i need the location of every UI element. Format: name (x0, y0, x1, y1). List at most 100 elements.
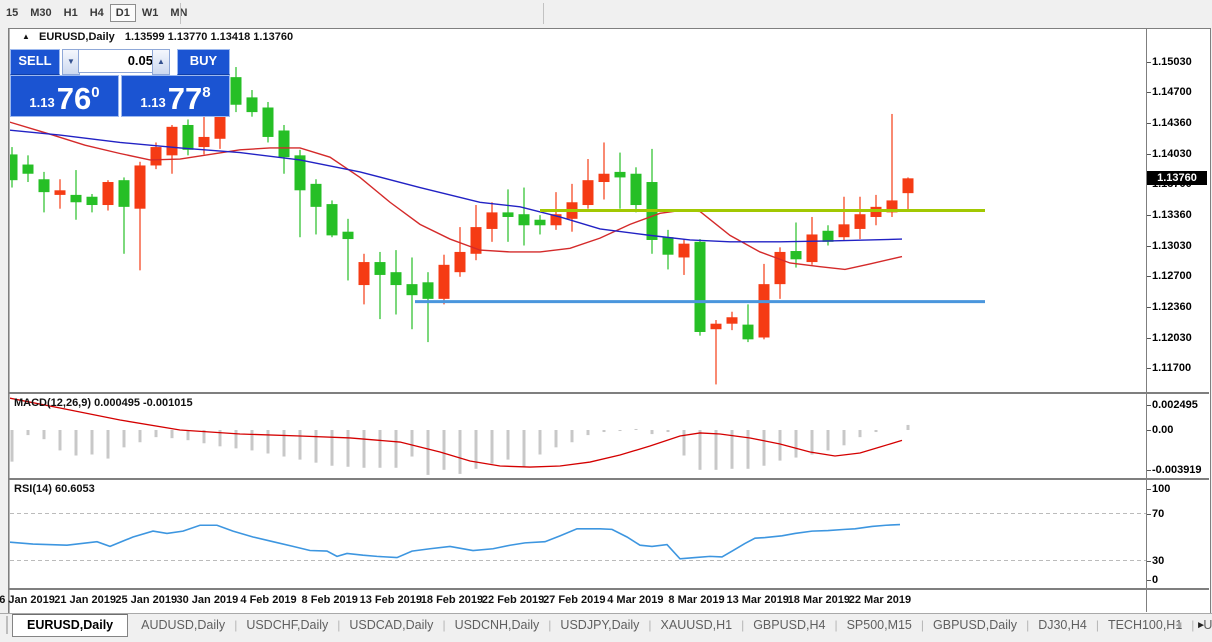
chart-tab-ui[interactable]: UI (1203, 618, 1212, 632)
candle-body (134, 165, 146, 209)
axis-tick (1147, 367, 1151, 369)
macd-plot (10, 397, 910, 475)
candle-body (678, 243, 690, 258)
arrow-down-icon: ▼ (67, 57, 75, 66)
date-label: 13 Feb 2019 (359, 594, 423, 606)
timeframe-toolbar: 15 M30 H1 H4 D1 W1 MN (0, 0, 1212, 27)
volume-increase-button[interactable]: ▲ (152, 49, 170, 75)
macd-pane-separator[interactable] (8, 392, 1209, 394)
toolbar-separator (543, 3, 544, 24)
volume-decrease-button[interactable]: ▼ (62, 49, 80, 75)
rsi-axis-label: 100 (1152, 483, 1171, 495)
candle-body (54, 190, 66, 195)
price-axis-label: 1.13360 (1152, 209, 1192, 222)
timeframe-button-w1[interactable]: W1 (141, 7, 159, 19)
candle-body (150, 147, 162, 166)
chart-tab-gbpusd-daily[interactable]: GBPUSD,Daily (933, 618, 1018, 632)
chart-tab-audusd-daily[interactable]: AUDUSD,Daily (141, 618, 226, 632)
axis-tick (1147, 489, 1151, 490)
candle-body (102, 182, 114, 206)
timeframe-button-h4[interactable]: H4 (89, 7, 104, 19)
candle-body (806, 234, 818, 263)
date-axis-separator (8, 588, 1209, 590)
candle-body (342, 231, 354, 240)
chart-symbol-label: EURUSD,Daily (38, 31, 115, 43)
candle-body (326, 204, 338, 236)
candle-body (774, 251, 786, 285)
candle-body (390, 272, 402, 286)
timeframe-button-d1[interactable]: D1 (109, 4, 136, 22)
price-axis-label: 1.15030 (1152, 55, 1192, 68)
rsi-pane-separator[interactable] (8, 478, 1209, 480)
tab-separator: | (741, 618, 745, 632)
sell-price-button[interactable]: 1.13 76 0 (10, 75, 119, 117)
timeframe-button-15[interactable]: 15 (6, 7, 19, 19)
chart-title: ▲ EURUSD,Daily 1.13599 1.13770 1.13418 1… (22, 31, 293, 43)
chart-ohlc-values: 1.13599 1.13770 1.13418 1.13760 (124, 31, 294, 43)
sell-price-prefix: 1.13 (29, 95, 55, 110)
toolbar-separator (180, 3, 181, 24)
candle-body (10, 154, 18, 181)
candle-body (182, 124, 194, 150)
date-label: 21 Jan 2019 (54, 594, 117, 606)
macd-axis-label: -0.003919 (1152, 464, 1202, 476)
candle-body (422, 282, 434, 299)
chart-tab-gbpusd-h4[interactable]: GBPUSD,H4 (753, 618, 826, 632)
rsi-plot (10, 513, 1146, 561)
timeframe-button-mn[interactable]: MN (170, 7, 188, 19)
arrow-up-icon: ▲ (157, 57, 165, 66)
chart-tab-dj30-h4[interactable]: DJ30,H4 (1038, 618, 1087, 632)
collapse-arrow-icon[interactable]: ▲ (22, 32, 30, 41)
candle-body (454, 251, 466, 273)
candle-body (630, 173, 642, 206)
chart-tab-sp500-m15[interactable]: SP500,M15 (846, 618, 912, 632)
chart-tab-eurusd-daily[interactable]: EURUSD,Daily (12, 614, 129, 637)
candlestick-plot (10, 67, 985, 385)
tabbar-edge (6, 616, 8, 634)
axis-tick (1147, 123, 1151, 125)
date-label: 18 Mar 2019 (787, 594, 851, 606)
chart-tab-tech100-h1[interactable]: TECH100,H1 (1107, 618, 1183, 632)
chart-tab-xauusd-h1[interactable]: XAUUSD,H1 (660, 618, 733, 632)
candle-body (790, 251, 802, 260)
candle-body (822, 230, 834, 242)
candle-body (22, 164, 34, 174)
axis-tick (1147, 245, 1151, 247)
tab-scroll-right-icon[interactable]: ► (1196, 620, 1206, 631)
candle-body (118, 180, 130, 207)
chart-tab-usdjpy-daily[interactable]: USDJPY,Daily (560, 618, 640, 632)
rsi-axis-label: 70 (1152, 507, 1165, 520)
sell-button[interactable]: SELL (10, 49, 60, 75)
candle-body (486, 212, 498, 229)
candle-body (230, 77, 242, 105)
tab-scroll-left-icon[interactable]: ◄ (1173, 620, 1184, 631)
price-axis-label: 1.14360 (1152, 117, 1192, 130)
chart-tab-usdchf-daily[interactable]: USDCHF,Daily (246, 618, 329, 632)
chart-tab-usdcnh-daily[interactable]: USDCNH,Daily (454, 618, 540, 632)
candle-body (246, 97, 258, 113)
tab-separator: | (337, 618, 341, 632)
price-axis-label: 1.12360 (1152, 301, 1192, 314)
buy-button[interactable]: BUY (177, 49, 230, 75)
date-label: 27 Feb 2019 (543, 594, 606, 606)
price-axis-label: 1.12700 (1152, 269, 1192, 282)
date-label: 22 Feb 2019 (481, 594, 545, 606)
candle-body (214, 116, 226, 139)
date-label: 8 Feb 2019 (301, 594, 358, 606)
buy-price-button[interactable]: 1.13 77 8 (121, 75, 230, 117)
candle-body (710, 323, 722, 330)
candle-body (262, 107, 274, 137)
candle-body (38, 179, 50, 193)
chart-tab-bar: EURUSD,Daily AUDUSD,Daily | USDCHF,Daily | US… (0, 613, 1212, 642)
candle-body (198, 136, 210, 148)
axis-tick (1147, 337, 1151, 339)
timeframe-button-m30[interactable]: M30 (30, 7, 52, 19)
timeframe-button-h1[interactable]: H1 (63, 7, 78, 19)
axis-tick (1147, 580, 1151, 581)
volume-input[interactable]: 0.05 (78, 49, 160, 73)
price-axis-label: 1.14030 (1152, 147, 1192, 160)
chart-tab-usdcad-daily[interactable]: USDCAD,Daily (349, 618, 434, 632)
tab-separator: | (442, 618, 446, 632)
buy-price-prefix: 1.13 (140, 95, 166, 110)
